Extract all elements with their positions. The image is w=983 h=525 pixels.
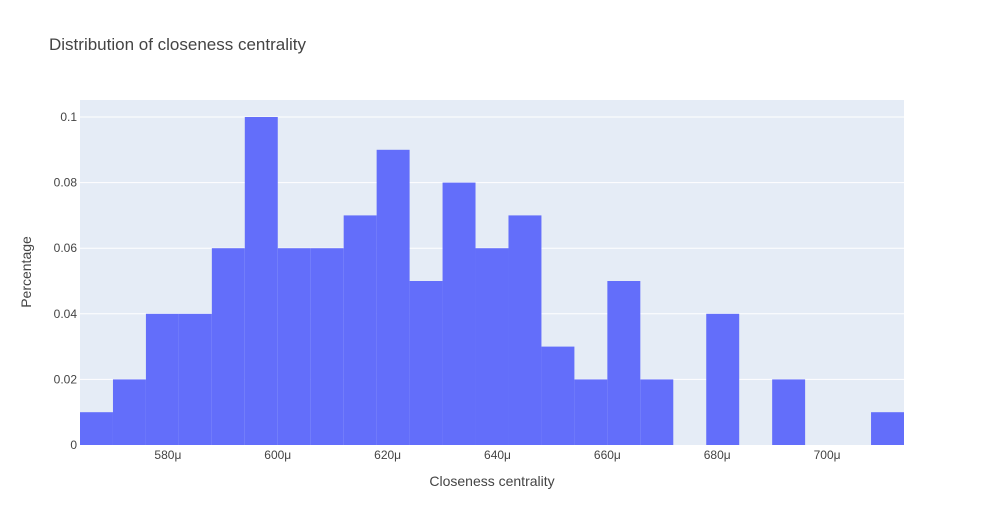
y-tick-label: 0.08 [54,176,78,190]
y-tick-label: 0.04 [54,307,78,321]
histogram-bar [607,281,641,445]
histogram-bar [376,149,410,446]
histogram-bar [508,215,542,445]
y-axis-ticks: 0 0.02 0.04 0.06 0.08 0.1 [54,110,78,452]
histogram-bar [310,248,344,445]
histogram-bar [80,412,113,445]
chart-title: Distribution of closeness centrality [49,35,307,54]
histogram-bar [277,248,311,445]
histogram-bar [706,313,740,445]
y-tick-label: 0.02 [54,372,78,386]
histogram-bar [442,182,476,445]
x-tick-label: 620μ [374,448,401,462]
x-tick-label: 680μ [704,448,731,462]
histogram-bar [574,379,608,445]
y-tick-label: 0 [70,438,77,452]
x-axis-title: Closeness centrality [429,473,554,489]
histogram-bar [211,248,245,445]
histogram-bar [871,412,904,445]
x-tick-label: 580μ [154,448,181,462]
y-tick-label: 0.1 [60,110,77,124]
x-tick-label: 600μ [264,448,291,462]
histogram-bar [640,379,674,445]
histogram-bar [343,215,377,445]
x-tick-label: 640μ [484,448,511,462]
y-tick-label: 0.06 [54,241,78,255]
x-axis-ticks: 580μ 600μ 620μ 640μ 660μ 680μ 700μ [154,448,840,462]
y-axis-title: Percentage [18,236,34,308]
histogram-bar [772,379,806,445]
x-tick-label: 660μ [594,448,621,462]
histogram-bar [145,313,179,445]
histogram-bar [409,281,443,445]
histogram-bar [541,346,575,445]
histogram-bar [475,248,509,445]
histogram-bar [244,117,278,445]
histogram-bar [178,313,212,445]
x-tick-label: 700μ [814,448,841,462]
histogram-bar [112,379,146,445]
bars [80,117,904,446]
